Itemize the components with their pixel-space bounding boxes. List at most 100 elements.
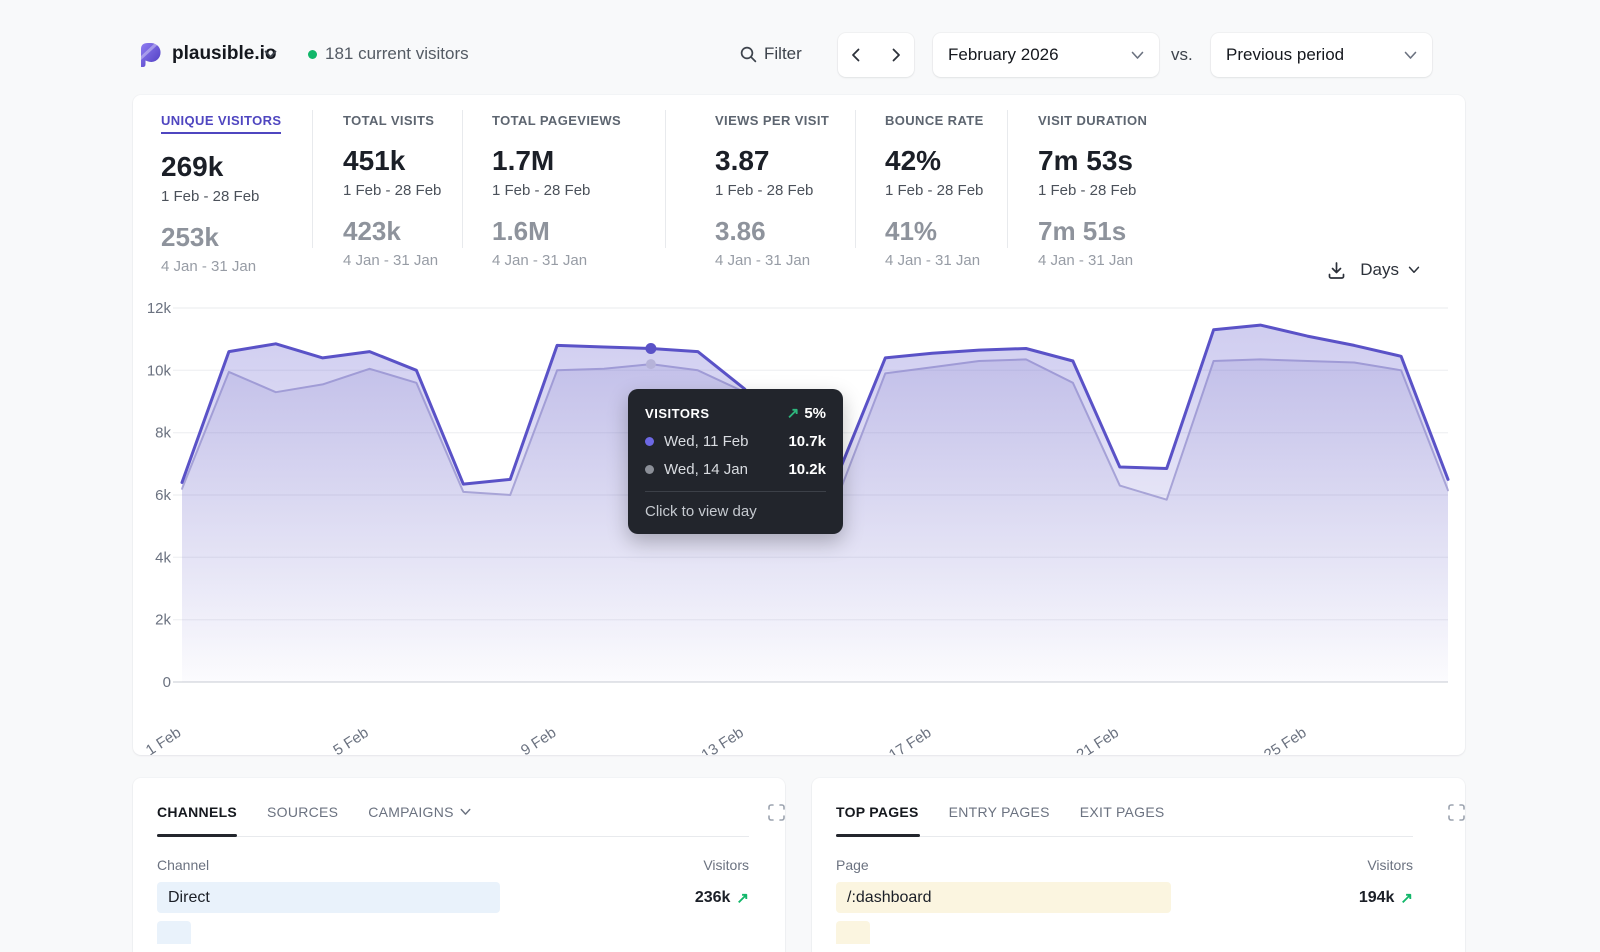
svg-text:12k: 12k xyxy=(147,300,172,317)
tooltip-footer: Click to view day xyxy=(645,503,757,520)
chevron-down-icon xyxy=(460,808,471,815)
divider xyxy=(645,491,826,492)
tooltip-row-previous: Wed, 14 Jan 10.2k xyxy=(645,461,826,478)
tooltip-value: 10.7k xyxy=(788,433,826,450)
stat-prev-value: 7m 51s xyxy=(1038,216,1127,246)
chevron-down-icon[interactable] xyxy=(264,50,277,59)
expand-icon[interactable] xyxy=(768,804,785,821)
stat-prev-period: 4 Jan - 31 Jan xyxy=(161,258,257,275)
stat-prev-value: 423k xyxy=(343,216,401,246)
row-visitors: 236k xyxy=(694,888,731,906)
tooltip-date: Wed, 14 Jan xyxy=(664,461,748,478)
comparison-label: Previous period xyxy=(1226,45,1345,64)
filter-button[interactable]: Filter xyxy=(740,44,802,64)
svg-text:5 Feb: 5 Feb xyxy=(330,724,371,755)
stat-prev-value: 41% xyxy=(885,216,938,246)
stat-label[interactable]: UNIQUE VISITORS xyxy=(161,113,282,134)
table-row-partial xyxy=(836,921,870,944)
stat-period: 1 Feb - 28 Feb xyxy=(492,182,591,199)
site-name[interactable]: plausible.io xyxy=(172,43,277,64)
stat-label[interactable]: TOTAL PAGEVIEWS xyxy=(492,113,622,128)
stat-prev-period: 4 Jan - 31 Jan xyxy=(1038,252,1134,269)
row-label[interactable]: Direct xyxy=(168,888,210,906)
tab-top-pages[interactable]: TOP PAGES xyxy=(836,804,919,820)
current-visitors-label: 181 current visitors xyxy=(325,44,469,63)
table-row[interactable]: Direct 236k ↗ xyxy=(157,882,749,913)
stat-label[interactable]: BOUNCE RATE xyxy=(885,113,984,128)
comparison-selector[interactable]: Previous period xyxy=(1211,33,1432,77)
svg-text:25 Feb: 25 Feb xyxy=(1261,724,1309,755)
trend-up-icon: ↗ xyxy=(786,405,800,422)
table-row[interactable]: /:dashboard 194k ↗ xyxy=(836,882,1413,913)
stat-value: 1.7M xyxy=(492,145,555,176)
stat-bounce-rate: BOUNCE RATE 42% 1 Feb - 28 Feb 41% 4 Jan… xyxy=(885,113,984,269)
period-selector[interactable]: February 2026 xyxy=(933,33,1159,77)
stat-label[interactable]: VISIT DURATION xyxy=(1038,113,1148,128)
divider xyxy=(855,110,856,248)
tooltip-row-current: Wed, 11 Feb 10.7k xyxy=(645,433,826,450)
period-label: February 2026 xyxy=(948,45,1059,64)
stat-prev-period: 4 Jan - 31 Jan xyxy=(885,252,981,269)
current-visitors[interactable]: 181 current visitors xyxy=(308,44,469,64)
prev-period-button[interactable] xyxy=(851,48,860,62)
stat-value: 42% xyxy=(885,145,942,176)
column-header-visitors: Visitors xyxy=(1367,857,1413,873)
live-dot-icon xyxy=(308,49,317,59)
column-header-channel: Channel xyxy=(157,857,210,873)
svg-text:4k: 4k xyxy=(155,549,171,566)
divider xyxy=(312,110,313,248)
divider xyxy=(1007,110,1008,248)
stat-visit-duration: VISIT DURATION 7m 53s 1 Feb - 28 Feb 7m … xyxy=(1038,113,1147,269)
trend-up-icon: ↗ xyxy=(1400,889,1413,907)
row-bar xyxy=(836,882,1171,913)
divider xyxy=(836,834,1413,837)
svg-text:13 Feb: 13 Feb xyxy=(698,724,746,755)
stat-prev-period: 4 Jan - 31 Jan xyxy=(343,252,439,269)
date-nav xyxy=(838,33,914,77)
tab-exit-pages[interactable]: EXIT PAGES xyxy=(1079,804,1165,820)
tab-entry-pages[interactable]: ENTRY PAGES xyxy=(948,804,1050,820)
stat-period: 1 Feb - 28 Feb xyxy=(161,188,260,205)
stat-total-pageviews: TOTAL PAGEVIEWS 1.7M 1 Feb - 28 Feb 1.6M… xyxy=(492,113,621,269)
channels-card: CHANNELS SOURCES CAMPAIGNS Channel Visit… xyxy=(133,778,785,952)
filter-label: Filter xyxy=(764,44,802,63)
stat-views-per-visit: VIEWS PER VISIT 3.87 1 Feb - 28 Feb 3.86… xyxy=(715,113,829,269)
svg-text:17 Feb: 17 Feb xyxy=(886,724,934,755)
trend-up-icon: ↗ xyxy=(736,889,749,907)
row-visitors: 194k xyxy=(1358,888,1395,906)
series-dot-icon xyxy=(645,437,654,446)
tab-sources[interactable]: SOURCES xyxy=(267,804,339,820)
svg-text:0: 0 xyxy=(163,674,171,691)
row-label[interactable]: /:dashboard xyxy=(847,888,932,906)
download-icon[interactable] xyxy=(1327,261,1346,280)
column-header-visitors: Visitors xyxy=(703,857,749,873)
stat-period: 1 Feb - 28 Feb xyxy=(1038,182,1137,199)
stat-prev-value: 253k xyxy=(161,222,219,252)
tab-campaigns[interactable]: CAMPAIGNS xyxy=(368,804,471,820)
chevron-down-icon xyxy=(1408,266,1420,273)
stat-value: 269k xyxy=(161,151,224,182)
tab-channels[interactable]: CHANNELS xyxy=(157,804,238,820)
stat-prev-value: 1.6M xyxy=(492,216,550,246)
chart-tooltip: VISITORS ↗ 5% Wed, 11 Feb 10.7k Wed, 14 … xyxy=(628,389,843,534)
stat-prev-period: 4 Jan - 31 Jan xyxy=(492,252,588,269)
expand-icon[interactable] xyxy=(1448,804,1465,821)
stat-total-visits: TOTAL VISITS 451k 1 Feb - 28 Feb 423k 4 … xyxy=(343,113,441,269)
stat-period: 1 Feb - 28 Feb xyxy=(715,182,814,199)
svg-text:6k: 6k xyxy=(155,487,171,504)
tooltip-change: 5% xyxy=(804,404,826,422)
plausible-logo-icon xyxy=(137,40,164,68)
stat-period: 1 Feb - 28 Feb xyxy=(343,182,442,199)
stat-period: 1 Feb - 28 Feb xyxy=(885,182,984,199)
chevron-down-icon xyxy=(1404,51,1417,59)
next-period-button[interactable] xyxy=(892,48,901,62)
svg-text:9 Feb: 9 Feb xyxy=(518,724,559,755)
stat-label[interactable]: VIEWS PER VISIT xyxy=(715,113,830,128)
svg-text:21 Feb: 21 Feb xyxy=(1074,724,1122,755)
interval-selector[interactable]: Days xyxy=(1360,260,1420,280)
divider xyxy=(665,110,666,248)
stat-unique-visitors: UNIQUE VISITORS 269k 1 Feb - 28 Feb 253k… xyxy=(161,113,282,275)
stat-label[interactable]: TOTAL VISITS xyxy=(343,113,435,128)
pages-card: TOP PAGES ENTRY PAGES EXIT PAGES Page Vi… xyxy=(812,778,1465,952)
interval-label: Days xyxy=(1360,260,1399,279)
